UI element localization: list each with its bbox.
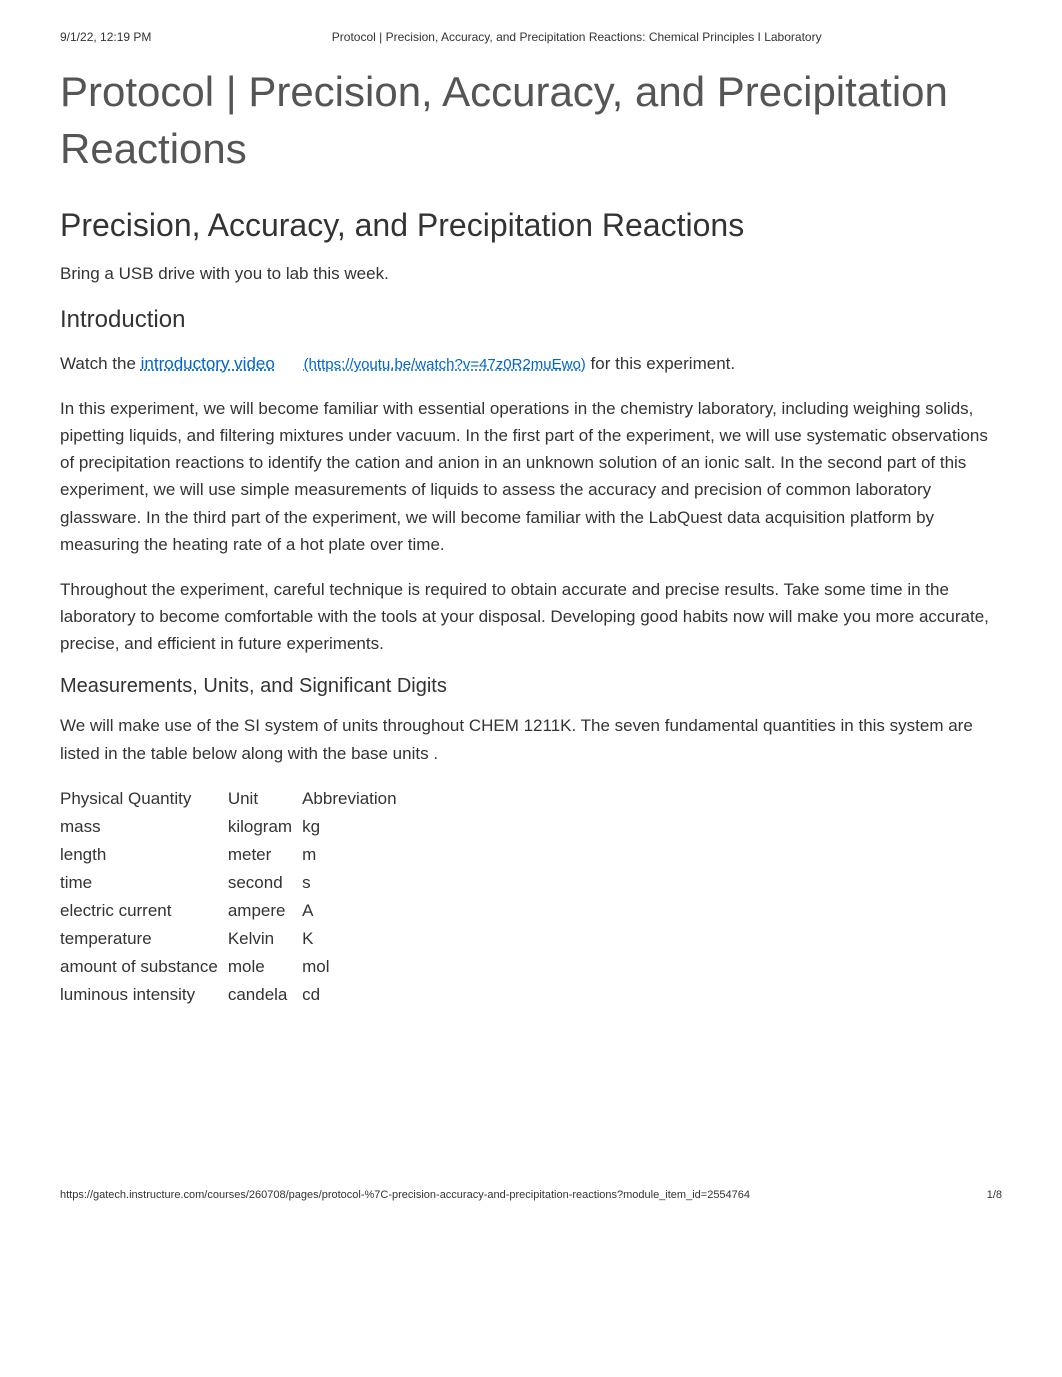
units-table: Physical Quantity Unit Abbreviation mass…: [60, 785, 407, 1009]
page-title: Protocol | Precision, Accuracy, and Prec…: [60, 64, 1002, 177]
video-suffix: for this experiment.: [591, 354, 736, 373]
cell-quantity: amount of substance: [60, 953, 228, 981]
cell-quantity: electric current: [60, 897, 228, 925]
cell-abbrev: K: [302, 925, 407, 953]
print-datetime: 9/1/22, 12:19 PM: [60, 30, 151, 44]
measurements-heading: Measurements, Units, and Significant Dig…: [60, 675, 1002, 698]
cell-quantity: temperature: [60, 925, 228, 953]
technique-paragraph: Throughout the experiment, careful techn…: [60, 576, 1002, 658]
col-physical-quantity: Physical Quantity: [60, 785, 228, 813]
cell-quantity: length: [60, 841, 228, 869]
si-prefix: We will make use of the SI system of uni…: [60, 716, 973, 762]
si-suffix: .: [433, 744, 438, 763]
cell-unit: meter: [228, 841, 302, 869]
section-heading: Precision, Accuracy, and Precipitation R…: [60, 207, 1002, 244]
cell-unit: candela: [228, 981, 302, 1009]
cell-quantity: time: [60, 869, 228, 897]
table-header-row: Physical Quantity Unit Abbreviation: [60, 785, 407, 813]
footer-url: https://gatech.instructure.com/courses/2…: [60, 1189, 750, 1201]
cell-abbrev: mol: [302, 953, 407, 981]
col-unit: Unit: [228, 785, 302, 813]
cell-abbrev: A: [302, 897, 407, 925]
cell-unit: mole: [228, 953, 302, 981]
cell-abbrev: m: [302, 841, 407, 869]
cell-unit: ampere: [228, 897, 302, 925]
base-units-text: base units: [351, 744, 429, 763]
cell-unit: kilogram: [228, 813, 302, 841]
print-header: 9/1/22, 12:19 PM Protocol | Precision, A…: [60, 30, 1002, 44]
video-prefix: Watch the: [60, 354, 141, 373]
introductory-video-link[interactable]: introductory video: [141, 354, 275, 373]
cell-quantity: luminous intensity: [60, 981, 228, 1009]
intro-paragraph: In this experiment, we will become famil…: [60, 395, 1002, 558]
table-row: luminous intensity candela cd: [60, 981, 407, 1009]
table-row: length meter m: [60, 841, 407, 869]
cell-unit: Kelvin: [228, 925, 302, 953]
si-paragraph: We will make use of the SI system of uni…: [60, 712, 1002, 766]
footer-page: 1/8: [987, 1189, 1002, 1201]
cell-quantity: mass: [60, 813, 228, 841]
video-link-paragraph: Watch the introductory video (https://yo…: [60, 350, 1002, 377]
print-footer: https://gatech.instructure.com/courses/2…: [60, 1189, 1002, 1201]
video-url-display: (https://youtu.be/watch?v=47z0R2muEwo): [304, 356, 586, 373]
print-title: Protocol | Precision, Accuracy, and Prec…: [151, 30, 1002, 44]
cell-abbrev: s: [302, 869, 407, 897]
table-row: amount of substance mole mol: [60, 953, 407, 981]
usb-note: Bring a USB drive with you to lab this w…: [60, 260, 1002, 287]
cell-abbrev: cd: [302, 981, 407, 1009]
introduction-heading: Introduction: [60, 306, 1002, 334]
col-abbreviation: Abbreviation: [302, 785, 407, 813]
table-row: time second s: [60, 869, 407, 897]
table-row: temperature Kelvin K: [60, 925, 407, 953]
table-row: electric current ampere A: [60, 897, 407, 925]
cell-abbrev: kg: [302, 813, 407, 841]
table-row: mass kilogram kg: [60, 813, 407, 841]
cell-unit: second: [228, 869, 302, 897]
